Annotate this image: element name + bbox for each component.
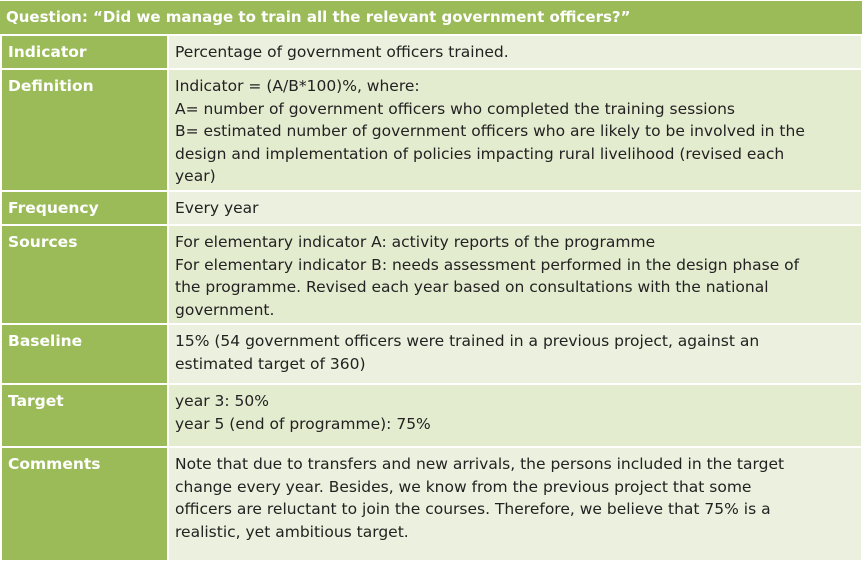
label-indicator: Indicator [2, 36, 167, 68]
label-comments: Comments [2, 448, 167, 560]
sources-line-2: For elementary indicator B: needs assess… [175, 255, 800, 274]
definition-line-4: design and implementation of policies im… [175, 144, 785, 163]
label-definition: Definition [2, 70, 167, 190]
question-text: Question: “Did we manage to train all th… [6, 8, 631, 26]
comments-line-1: Note that due to transfers and new arriv… [175, 455, 785, 473]
definition-line-5: year) [175, 167, 216, 185]
target-line-1: year 3: 50% [175, 392, 269, 410]
sources-line-3: the programme. Revised each year based o… [175, 278, 769, 296]
frequency-line-1: Every year [175, 199, 259, 217]
comments-line-2: change every year. Besides, we know from… [175, 477, 752, 496]
definition-line-1: Indicator = (A/B*100)%, where: [175, 77, 420, 95]
value-baseline: 15% (54 government officers were trained… [169, 325, 861, 383]
value-sources: For elementary indicator A: activity rep… [169, 226, 861, 323]
value-target: year 3: 50% year 5 (end of programme): 7… [169, 385, 861, 446]
indicator-line-1: Percentage of government officers traine… [175, 43, 509, 61]
sources-line-1: For elementary indicator A: activity rep… [175, 233, 656, 251]
value-frequency: Every year [169, 192, 861, 224]
baseline-line-2: estimated target of 360) [175, 354, 366, 373]
target-line-2: year 5 (end of programme): 75% [175, 414, 431, 433]
label-frequency: Frequency [2, 192, 167, 224]
value-definition: Indicator = (A/B*100)%, where: A= number… [169, 70, 861, 190]
label-baseline: Baseline [2, 325, 167, 383]
value-comments: Note that due to transfers and new arriv… [169, 448, 861, 560]
sources-line-4: government. [175, 300, 275, 319]
question-header: Question: “Did we manage to train all th… [0, 1, 862, 34]
comments-line-4: realistic, yet ambitious target. [175, 522, 409, 541]
definition-line-2: A= number of government officers who com… [175, 99, 735, 118]
comments-line-3: officers are reluctant to join the cours… [175, 500, 771, 518]
label-target: Target [2, 385, 167, 446]
label-sources: Sources [2, 226, 167, 323]
definition-line-3: B= estimated number of government office… [175, 122, 805, 140]
value-indicator: Percentage of government officers traine… [169, 36, 861, 68]
baseline-line-1: 15% (54 government officers were trained… [175, 332, 760, 350]
